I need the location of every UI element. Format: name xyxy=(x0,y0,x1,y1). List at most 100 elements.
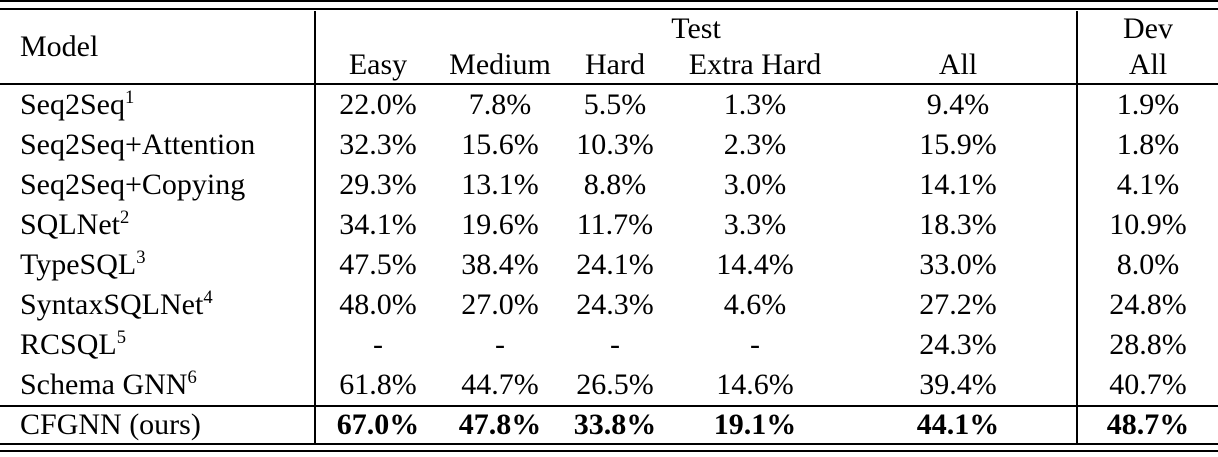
model-citation-superscript: 2 xyxy=(120,207,130,228)
value-cell: 33.8% xyxy=(560,405,670,443)
model-name-cell: TypeSQL3 xyxy=(0,245,315,285)
column-group-test: Test xyxy=(314,11,1077,47)
value-cell: 8.0% xyxy=(1076,245,1218,285)
value-cell: 14.6% xyxy=(716,368,794,401)
table-row: TypeSQL3 47.5% 38.4% 24.1% 14.4% 33.0% 8.0% xyxy=(0,245,1218,285)
value-cell: 3.0% xyxy=(723,168,787,201)
column-header-model: Model xyxy=(0,11,315,85)
value-cell: 48.0% xyxy=(314,285,440,325)
model-name-cell: SyntaxSQLNet4 xyxy=(0,285,315,325)
value-cell: 67.0% xyxy=(314,405,440,443)
model-name-cell: Seq2Seq+Copying xyxy=(0,165,315,205)
table-row: RCSQL5- - - -24.3% 28.8% xyxy=(0,325,1218,365)
model-citation-superscript: 1 xyxy=(125,87,135,108)
value-cell: 4.6% xyxy=(723,288,787,321)
value-cell: 38.4% xyxy=(461,248,539,281)
value-cell: 4.1% xyxy=(1076,165,1218,205)
column-header-test-all: All xyxy=(840,47,1077,85)
value-cell: 3.3% xyxy=(723,208,787,241)
model-name-cell: Seq2Seq1 xyxy=(0,84,315,125)
column-header-hard: Hard xyxy=(560,47,670,85)
table-row: Seq2Seq+Attention 32.3% 15.6% 10.3% 2.3% 15.9… xyxy=(0,125,1218,165)
value-cell: 39.4% xyxy=(919,368,997,401)
value-cell: - xyxy=(610,328,620,361)
table-row: CFGNN (ours) 67.0% 47.8% 33.8% 19.1% 44.1% 48.… xyxy=(0,405,1218,443)
model-name: Seq2Seq+Copying xyxy=(20,168,246,201)
value-cell: 48.7% xyxy=(1076,405,1218,443)
value-cell: 14.4% xyxy=(716,248,794,281)
table-row: Seq2Seq+Copying 29.3% 13.1% 8.8% 3.0% 14.1% 4.… xyxy=(0,165,1218,205)
value-cell: - xyxy=(314,325,440,365)
value-cell: 14.1% xyxy=(919,168,997,201)
value-cell: 24.1% xyxy=(576,248,654,281)
model-citation-superscript: 6 xyxy=(187,367,197,388)
column-header-dev-all: All xyxy=(1076,47,1218,85)
value-cell: - xyxy=(495,328,505,361)
value-cell: 44.7% xyxy=(461,368,539,401)
value-cell: 10.9% xyxy=(1076,205,1218,245)
header-group-row: Model Test Dev xyxy=(0,11,1218,85)
value-cell: 5.5% xyxy=(583,88,647,121)
value-cell: 24.3% xyxy=(919,328,997,361)
bottom-double-rule-line-1 xyxy=(0,443,1218,445)
value-cell: 47.5% xyxy=(314,245,440,285)
model-citation-superscript: 3 xyxy=(136,247,146,268)
results-body: Seq2Seq1 22.0% 7.8% 5.5% 1.3% 9.4% 1.9% Seq2Seq… xyxy=(0,84,1218,443)
top-double-rule-line-1 xyxy=(0,0,1218,2)
value-cell: 10.3% xyxy=(576,128,654,161)
value-cell: 26.5% xyxy=(576,368,654,401)
value-cell: 22.0% xyxy=(314,84,440,125)
model-citation-superscript: 4 xyxy=(203,287,213,308)
value-cell: 28.8% xyxy=(1076,325,1218,365)
value-cell: 24.3% xyxy=(576,288,654,321)
model-name-cell: RCSQL5 xyxy=(0,325,315,365)
column-header-easy: Easy xyxy=(314,47,440,85)
model-name-cell: Seq2Seq+Attention xyxy=(0,125,315,165)
column-group-dev: Dev xyxy=(1076,11,1218,47)
value-cell: 9.4% xyxy=(926,88,990,121)
table-header: Model Test Dev Easy Medium Hard Extra Ha… xyxy=(0,11,1218,85)
model-citation-superscript: 5 xyxy=(116,327,126,348)
value-cell: 13.1% xyxy=(461,168,539,201)
model-name: RCSQL xyxy=(20,328,117,361)
value-cell: 1.3% xyxy=(723,88,787,121)
value-cell: 34.1% xyxy=(314,205,440,245)
model-name: CFGNN (ours) xyxy=(20,408,201,441)
column-header-extra-hard: Extra Hard xyxy=(670,47,840,85)
table-row: Schema GNN6 61.8% 44.7% 26.5% 14.6% 39.4% 40.7… xyxy=(0,365,1218,406)
model-name: SyntaxSQLNet xyxy=(20,288,204,321)
table-row: SQLNet2 34.1% 19.6% 11.7% 3.3% 18.3% 10.9% xyxy=(0,205,1218,245)
table-row: Seq2Seq1 22.0% 7.8% 5.5% 1.3% 9.4% 1.9% xyxy=(0,84,1218,125)
value-cell: - xyxy=(750,328,760,361)
value-cell: 44.1% xyxy=(840,405,1077,443)
value-cell: 40.7% xyxy=(1076,365,1218,406)
value-cell: 24.8% xyxy=(1076,285,1218,325)
value-cell: 32.3% xyxy=(314,125,440,165)
value-cell: 11.7% xyxy=(576,208,654,241)
model-name-cell: Schema GNN6 xyxy=(0,365,315,406)
results-table: Model Test Dev Easy Medium Hard Extra Ha… xyxy=(0,11,1218,443)
value-cell: 2.3% xyxy=(723,128,787,161)
value-cell: 33.0% xyxy=(919,248,997,281)
value-cell: 29.3% xyxy=(314,165,440,205)
value-cell: 1.9% xyxy=(1076,84,1218,125)
value-cell: 8.8% xyxy=(583,168,647,201)
value-cell: 19.6% xyxy=(461,208,539,241)
model-name: Schema GNN xyxy=(20,368,188,401)
model-name-cell: SQLNet2 xyxy=(0,205,315,245)
model-name: Seq2Seq+Attention xyxy=(20,128,256,161)
model-name: Seq2Seq xyxy=(20,88,125,121)
value-cell: 7.8% xyxy=(468,88,532,121)
table-row: SyntaxSQLNet4 48.0% 27.0% 24.3% 4.6% 27.2% 24.… xyxy=(0,285,1218,325)
column-header-medium: Medium xyxy=(440,47,560,85)
value-cell: 27.0% xyxy=(461,288,539,321)
model-name-cell: CFGNN (ours) xyxy=(0,405,315,443)
value-cell: 1.8% xyxy=(1076,125,1218,165)
value-cell: 61.8% xyxy=(314,365,440,406)
value-cell: 47.8% xyxy=(440,405,560,443)
value-cell: 15.9% xyxy=(919,128,997,161)
model-name: SQLNet xyxy=(20,208,120,241)
model-name: TypeSQL xyxy=(20,248,137,281)
top-double-rule-line-2 xyxy=(0,8,1218,10)
